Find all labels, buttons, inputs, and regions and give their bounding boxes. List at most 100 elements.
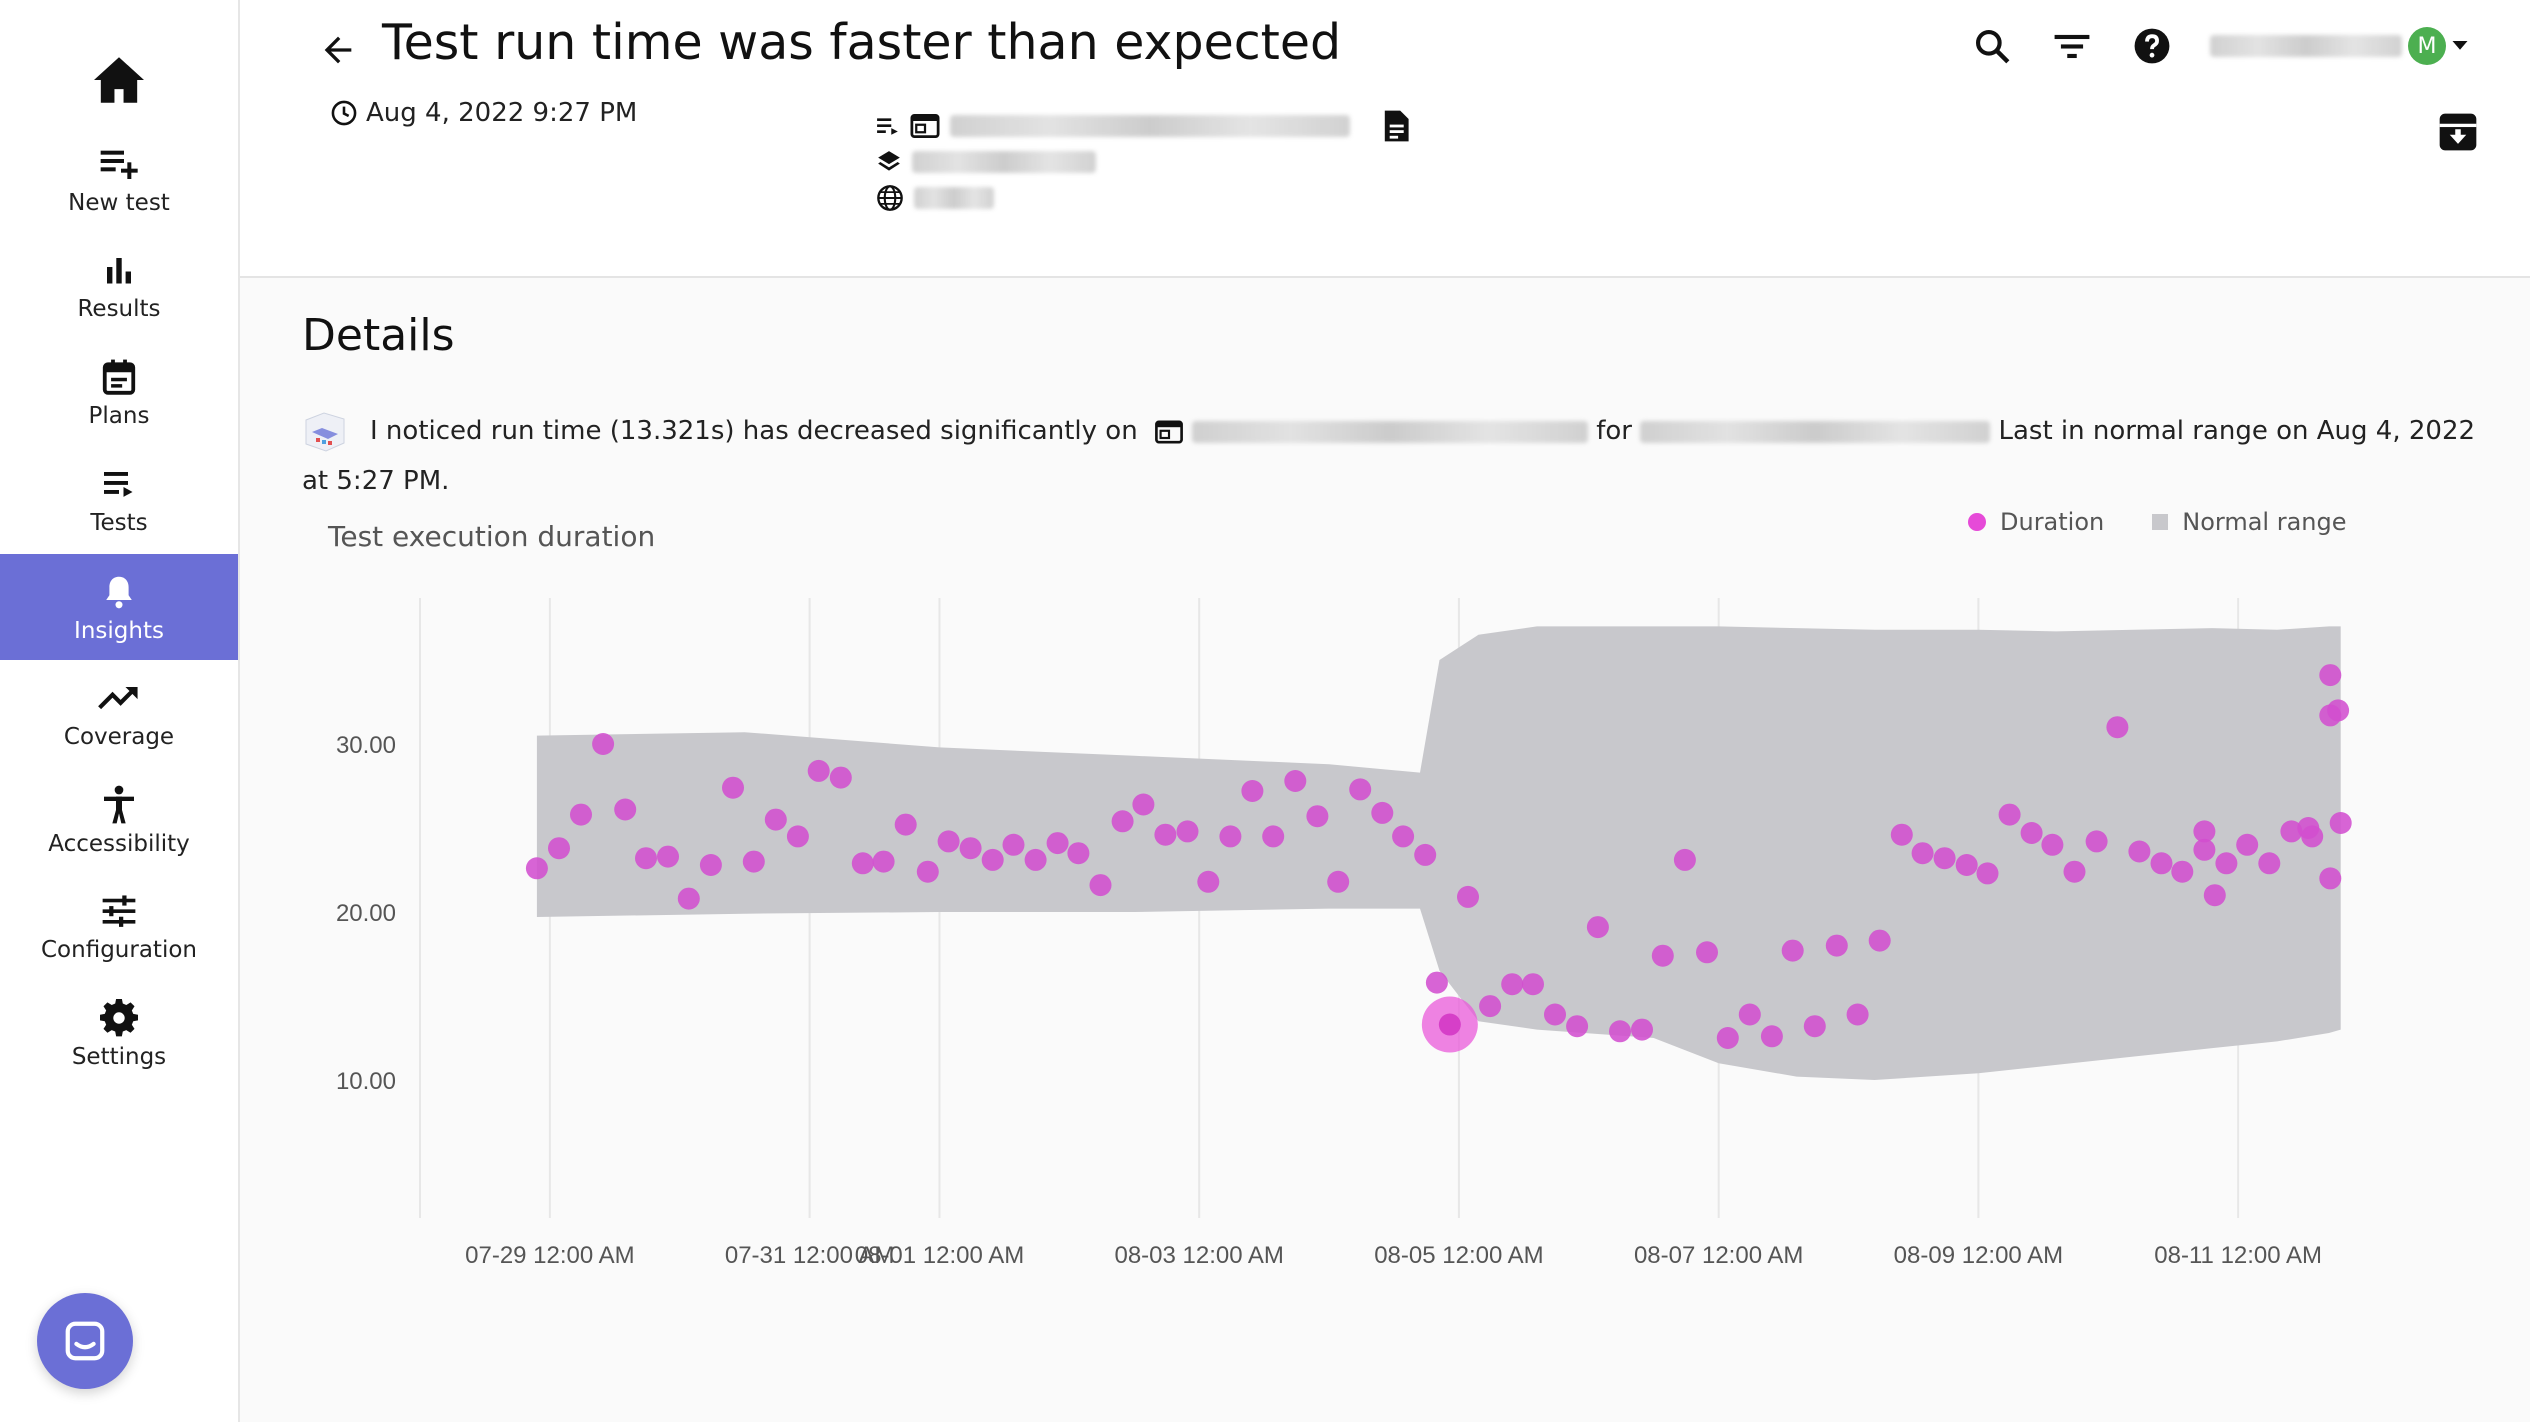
bot-avatar-icon [305,411,345,452]
duration-point [2171,860,2194,883]
legend-label: Normal range [2182,508,2347,536]
duration-point [2150,852,2173,875]
document-icon[interactable] [1382,109,1410,143]
duration-point [1414,843,1437,866]
help-icon [2134,28,2170,64]
sidebar-item-insights[interactable]: Insights [0,554,238,660]
sidebar-item-plans[interactable]: Plans [0,339,238,445]
chat-launcher-button[interactable] [37,1293,133,1389]
duration-point [894,813,917,836]
sliders-icon [102,895,136,927]
details-panel: Details I noticed run time (13.321s) has… [240,278,2530,1422]
duration-point [937,830,960,853]
calendar-icon [102,359,136,395]
duration-point [1067,842,1090,865]
duration-point [1479,995,1502,1018]
duration-point [764,808,787,831]
duration-point [2063,860,2086,883]
duration-point [2193,838,2216,861]
duration-point [1219,825,1242,848]
duration-point [1651,944,1674,967]
x-tick-label: 08-03 12:00 AM [1114,1242,1283,1269]
duration-point [2020,822,2043,844]
chart-title: Test execution duration [328,520,656,553]
highlighted-point [1438,1013,1461,1036]
list-icon [104,472,133,497]
duration-point [2128,840,2151,863]
legend-item-duration[interactable]: Duration [1968,508,2104,536]
insight-text-end: Last in normal range on Aug 4, 2022 at 5… [302,416,2476,496]
duration-point [570,803,592,826]
duration-point [1241,780,1264,802]
duration-point [722,776,744,799]
redacted-test-name [950,115,1350,137]
chart-legend: Duration Normal range [1968,508,2375,536]
redacted-environment-link[interactable] [1640,420,1991,443]
duration-point [1262,825,1285,848]
trending-up-icon [98,686,138,710]
playlist-add-icon [100,150,138,179]
x-tick-label: 08-11 12:00 AM [2154,1242,2322,1269]
timestamp-text: Aug 4, 2022 9:27 PM [366,98,638,128]
duration-point [1673,848,1696,871]
duration-point [981,848,1004,871]
x-tick-label: 08-05 12:00 AM [1374,1242,1543,1269]
redacted-region [914,187,994,209]
legend-label: Duration [2000,508,2105,536]
duration-point [1890,823,1913,846]
page-title: Test run time was faster than expected [382,14,1342,71]
duration-point [807,759,830,782]
y-tick-label: 20.00 [336,900,396,927]
duration-point [1544,1003,1566,1026]
duration-point [1154,823,1177,846]
duration-point [872,850,895,873]
x-tick-label: 08-09 12:00 AM [1894,1242,2063,1269]
sidebar-item-tests[interactable]: Tests [0,446,238,552]
duration-point [2329,812,2352,834]
duration-point [742,850,765,873]
x-tick-label: 07-31 12:00 AM [725,1242,894,1269]
globe-icon [877,185,903,211]
back-arrow-icon[interactable] [318,30,358,70]
caret-down-icon [2452,41,2468,50]
user-menu[interactable]: M [2210,27,2468,65]
duration-point [1327,870,1350,893]
duration-point [1046,832,1069,855]
duration-point [2327,699,2350,722]
archive-icon[interactable] [2436,110,2480,154]
gear-icon [100,999,138,1037]
duration-point [1176,820,1199,843]
x-tick-label: 08-07 12:00 AM [1634,1242,1803,1269]
duration-point [2085,830,2108,853]
duration-point [1284,770,1307,792]
sidebar-item-settings[interactable]: Settings [0,980,238,1086]
legend-item-normal-range[interactable]: Normal range [2152,508,2347,536]
duration-point [1566,1015,1589,1038]
duration-point [2203,884,2226,907]
playlist-icon [877,118,898,135]
browser-window-icon [910,114,940,138]
filter-button[interactable] [2050,24,2094,68]
duration-point [592,733,615,755]
y-tick-label: 10.00 [336,1068,396,1095]
duration-point [1803,1015,1826,1038]
help-button[interactable] [2130,24,2174,68]
duration-point [1976,862,1999,885]
duration-point [916,860,939,883]
duration-point [1631,1018,1653,1041]
accessibility-icon [104,785,134,824]
sidebar-item-accessibility[interactable]: Accessibility [0,767,238,873]
sidebar-item-coverage[interactable]: Coverage [0,660,238,766]
duration-point [1392,825,1415,848]
duration-point [1024,848,1047,871]
sidebar-item-configuration[interactable]: Configuration [0,873,238,979]
duration-point [1349,778,1372,801]
sidebar-item-label: Accessibility [48,831,190,857]
sidebar-item-results[interactable]: Results [0,232,238,338]
home-button[interactable] [0,40,238,120]
sidebar-item-new-test[interactable]: New test [0,126,238,232]
search-button[interactable] [1970,24,2014,68]
duration-point [548,837,570,860]
duration-point [2258,852,2281,875]
redacted-test-link[interactable] [1191,420,1588,443]
